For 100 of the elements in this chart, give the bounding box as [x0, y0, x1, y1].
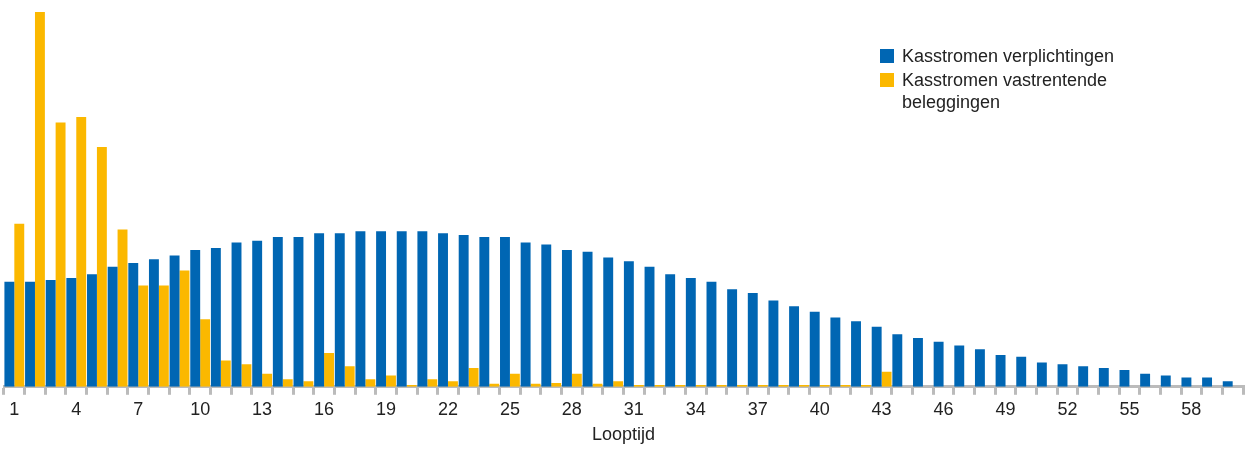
bar [933, 341, 944, 387]
bar [747, 293, 758, 387]
bar [334, 233, 345, 387]
x-tick-label: 22 [437, 398, 458, 419]
x-tick-label: 25 [499, 398, 520, 419]
bar [117, 229, 128, 387]
x-tick-label: 31 [623, 398, 644, 419]
bar [272, 236, 283, 387]
bar [974, 349, 985, 387]
bar [582, 251, 593, 387]
bar [509, 373, 520, 387]
x-tick-label: 1 [9, 398, 20, 419]
bar [571, 373, 582, 387]
bar [1036, 362, 1047, 387]
bar [706, 281, 717, 387]
bar [231, 242, 242, 387]
bar [1016, 356, 1027, 387]
x-tick-label: 58 [1181, 398, 1202, 419]
bar [344, 366, 355, 387]
bar [293, 236, 304, 387]
bar [210, 248, 221, 387]
bar [871, 326, 882, 387]
x-tick-label: 16 [314, 398, 335, 419]
bar [665, 274, 676, 387]
bar [282, 379, 293, 387]
bar [25, 281, 35, 387]
bar [107, 266, 118, 387]
bar [66, 278, 77, 387]
bar [541, 244, 552, 387]
bar [830, 317, 841, 387]
bar [851, 321, 861, 387]
bar [520, 242, 531, 387]
bar [1140, 373, 1151, 387]
bar [365, 379, 376, 387]
x-tick-label: 10 [190, 398, 211, 419]
x-tick-label: 34 [685, 398, 706, 419]
bar [158, 285, 169, 387]
bar [96, 146, 107, 387]
x-tick-label: 7 [133, 398, 144, 419]
bar [458, 235, 469, 387]
bar [252, 240, 263, 387]
bar [809, 311, 820, 387]
bar [190, 250, 201, 387]
bar [324, 353, 334, 387]
bar [685, 278, 696, 387]
bar [623, 261, 634, 387]
legend-label: Kasstromen verplichtingen [902, 45, 1115, 67]
x-tick-label: 40 [809, 398, 830, 419]
bar [76, 116, 87, 387]
x-tick-label: 13 [252, 398, 273, 419]
bar [427, 379, 438, 387]
bar [355, 231, 366, 387]
bar [128, 263, 139, 387]
bar [386, 375, 396, 387]
bar [892, 334, 903, 387]
bar [376, 231, 387, 387]
bar [34, 12, 45, 387]
bar [954, 345, 965, 387]
bar [727, 289, 738, 387]
bar [768, 300, 779, 387]
bar [220, 360, 231, 387]
bar [1181, 377, 1192, 387]
x-tick-label: 19 [376, 398, 397, 419]
bar [179, 270, 190, 387]
bar [995, 354, 1006, 387]
bar [417, 231, 428, 387]
bar [262, 373, 273, 387]
bar [200, 319, 211, 387]
bar [644, 266, 655, 387]
bar [4, 281, 15, 387]
bar [1098, 368, 1109, 387]
x-tick-label: 49 [995, 398, 1016, 419]
x-tick-label: 4 [71, 398, 82, 419]
bar [45, 279, 56, 387]
bar [138, 285, 149, 387]
bar [603, 257, 614, 387]
x-tick-label: 46 [933, 398, 954, 419]
x-tick-label: 28 [561, 398, 582, 419]
bar [1160, 375, 1171, 387]
bar [396, 231, 407, 387]
bar [913, 338, 923, 387]
legend-label: Kasstromen vastrentende beleggingen [902, 69, 1109, 113]
bar [500, 236, 510, 387]
x-tick-label: 37 [747, 398, 768, 419]
bar [87, 274, 97, 387]
bar [55, 122, 66, 387]
bar [438, 233, 448, 387]
bar [148, 259, 159, 387]
bar [314, 233, 325, 387]
bar [479, 236, 490, 387]
bar [789, 306, 800, 387]
x-axis-title: Looptijd [591, 424, 656, 445]
x-tick-label: 55 [1119, 398, 1140, 419]
bar [881, 371, 892, 387]
bar [1078, 366, 1089, 387]
bar [561, 250, 572, 387]
x-tick-label: 52 [1057, 398, 1078, 419]
bar [14, 223, 25, 387]
bar [1202, 377, 1213, 387]
bar [241, 364, 252, 387]
